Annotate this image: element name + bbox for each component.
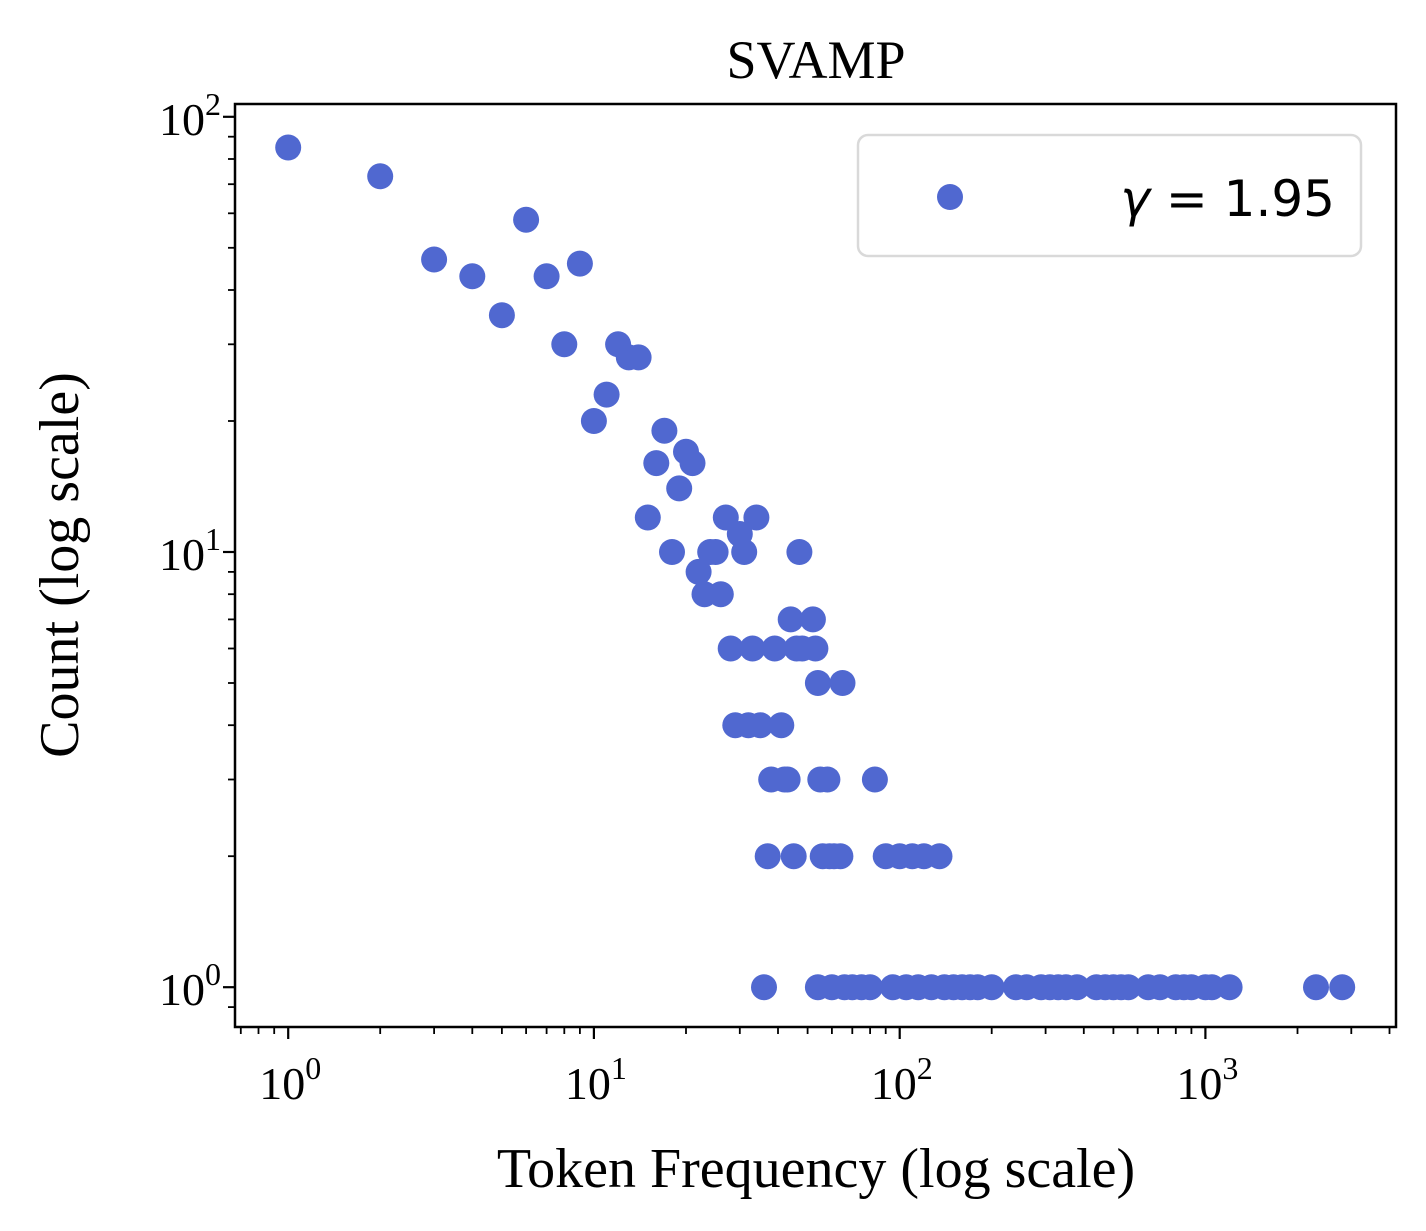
data-point: [827, 843, 854, 870]
data-point: [799, 606, 826, 633]
x-axis-label: Token Frequency (log scale): [497, 1138, 1135, 1200]
data-point: [459, 263, 486, 290]
data-point: [1303, 974, 1329, 1001]
data-point: [666, 475, 693, 502]
data-point: [275, 134, 302, 161]
data-point: [659, 539, 685, 565]
data-point: [707, 581, 734, 608]
x-tick-label: 100: [259, 1050, 321, 1109]
data-point: [926, 843, 953, 870]
data-point: [804, 670, 831, 696]
data-point: [634, 504, 661, 531]
data-points: [275, 134, 1356, 1001]
data-point: [488, 302, 515, 329]
data-point: [761, 635, 788, 662]
plot-frame: [233, 102, 1398, 1029]
legend: γ = 1.95: [856, 133, 1363, 258]
data-point: [743, 504, 770, 531]
y-tick-label: 100: [159, 956, 221, 1015]
axis-ticks: 100 101 102 103 100 101 102: [159, 86, 1391, 1109]
chart-title: SVAMP: [726, 30, 905, 90]
legend-gamma: γ: [1120, 170, 1152, 228]
data-point: [566, 250, 593, 277]
data-point: [774, 766, 801, 793]
data-point: [651, 417, 678, 444]
data-point: [421, 246, 448, 273]
x-tick-label: 103: [1176, 1050, 1238, 1109]
data-point: [786, 539, 813, 565]
data-point: [593, 381, 620, 408]
legend-marker: [937, 184, 963, 210]
data-point: [731, 539, 758, 565]
data-point: [777, 606, 804, 633]
data-point: [685, 558, 712, 585]
legend-label: γ = 1.95: [1120, 170, 1335, 228]
data-point: [551, 331, 578, 358]
data-point: [717, 635, 744, 662]
data-point: [857, 974, 884, 1001]
data-point: [802, 635, 829, 662]
data-point: [1064, 974, 1090, 1001]
data-point: [1216, 974, 1243, 1001]
legend-value: = 1.95: [1150, 170, 1335, 228]
y-axis-label: Count (log scale): [29, 372, 91, 758]
legend-frame: [856, 133, 1363, 258]
data-point: [754, 843, 781, 870]
data-point: [814, 766, 841, 793]
data-point: [751, 974, 777, 1001]
data-point: [1329, 974, 1356, 1001]
data-point: [643, 450, 670, 477]
data-point: [580, 408, 607, 434]
x-tick-label: 102: [871, 1050, 933, 1109]
data-point: [768, 712, 795, 739]
x-tick-label: 101: [565, 1050, 627, 1109]
data-point: [702, 539, 729, 565]
data-point: [739, 635, 766, 662]
data-point: [625, 344, 652, 371]
data-point: [679, 450, 706, 477]
data-point: [829, 670, 856, 696]
data-point: [861, 766, 888, 793]
data-point: [978, 974, 1005, 1001]
data-point: [747, 712, 774, 739]
data-point: [780, 843, 807, 870]
data-point: [533, 263, 560, 290]
data-point: [367, 163, 394, 190]
y-tick-label: 101: [159, 521, 221, 580]
data-point: [1115, 974, 1142, 1001]
y-tick-label: 102: [159, 86, 221, 145]
data-point: [513, 206, 540, 233]
